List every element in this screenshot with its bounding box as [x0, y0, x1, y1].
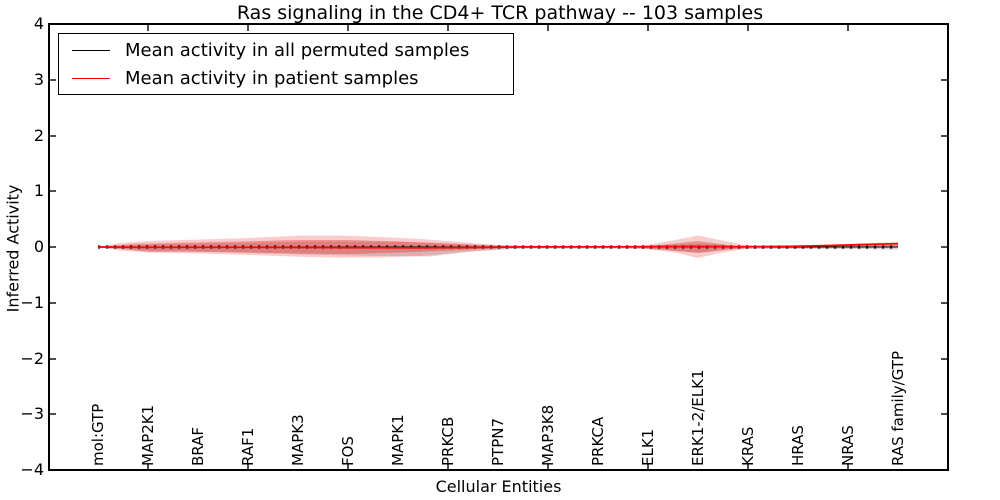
legend-item-patient: Mean activity in patient samples [59, 64, 513, 92]
x-category-label: PTPN7 [489, 418, 507, 466]
y-tick-label: 4 [34, 14, 44, 33]
y-axis-ticks [49, 23, 948, 471]
y-axis-title: Inferred Activity [3, 184, 23, 313]
x-category-label: PRKCB [439, 417, 457, 466]
x-category-label: MAPK3 [289, 414, 307, 466]
x-category-label: KRAS [739, 427, 757, 466]
x-category-label: ERK1-2/ELK1 [689, 369, 707, 466]
y-tick-label: 2 [34, 126, 44, 145]
x-category-label: HRAS [789, 425, 807, 466]
x-category-label: MAP3K8 [539, 405, 557, 466]
x-category-labels: mol:GTP MAP2K1 BRAF RAF1 MAPK3 FOS MAPK1… [89, 351, 907, 466]
x-category-label: BRAF [189, 427, 207, 466]
y-tick-labels: 4 3 2 1 0 −1 −2 −3 −4 [20, 14, 44, 479]
red-line-swatch [72, 77, 110, 79]
patient-mean-line [97, 242, 899, 249]
x-category-label: RAS family/GTP [889, 351, 907, 466]
y-tick-label: −1 [20, 293, 44, 312]
x-category-label: MAPK1 [389, 414, 407, 466]
y-tick-label: 0 [34, 237, 44, 256]
y-tick-label: −3 [20, 404, 44, 423]
x-category-label: FOS [339, 436, 357, 466]
black-line-swatch [72, 49, 110, 51]
x-category-label: ELK1 [639, 429, 657, 466]
legend-label: Mean activity in all permuted samples [125, 39, 470, 61]
y-tick-label: −2 [20, 349, 44, 368]
x-category-label: RAF1 [239, 428, 257, 466]
y-tick-label: 3 [34, 70, 44, 89]
x-axis-ticks [147, 24, 849, 470]
legend-label: Mean activity in patient samples [125, 67, 419, 89]
legend: Mean activity in all permuted samples Me… [58, 33, 514, 95]
chart-title: Ras signaling in the CD4+ TCR pathway --… [236, 2, 764, 24]
x-category-label: mol:GTP [89, 404, 107, 466]
x-category-label: NRAS [839, 425, 857, 466]
y-tick-label: 1 [34, 181, 44, 200]
permuted-band-fill [98, 241, 898, 257]
y-tick-label: −4 [20, 460, 44, 479]
legend-item-permuted: Mean activity in all permuted samples [59, 36, 513, 64]
x-category-label: MAP2K1 [139, 405, 157, 466]
x-category-label: PRKCA [589, 416, 607, 466]
x-axis-title: Cellular Entities [435, 477, 562, 496]
